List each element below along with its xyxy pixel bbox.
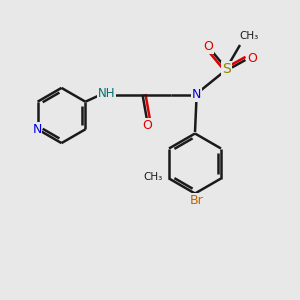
Text: S: S xyxy=(222,62,231,76)
Text: CH₃: CH₃ xyxy=(239,31,259,41)
Text: CH₃: CH₃ xyxy=(143,172,162,182)
Text: O: O xyxy=(247,52,257,65)
Text: Br: Br xyxy=(190,194,203,207)
Text: N: N xyxy=(32,123,42,136)
Text: O: O xyxy=(143,119,152,132)
Text: NH: NH xyxy=(98,86,115,100)
Text: N: N xyxy=(192,88,201,101)
Text: O: O xyxy=(204,40,213,53)
